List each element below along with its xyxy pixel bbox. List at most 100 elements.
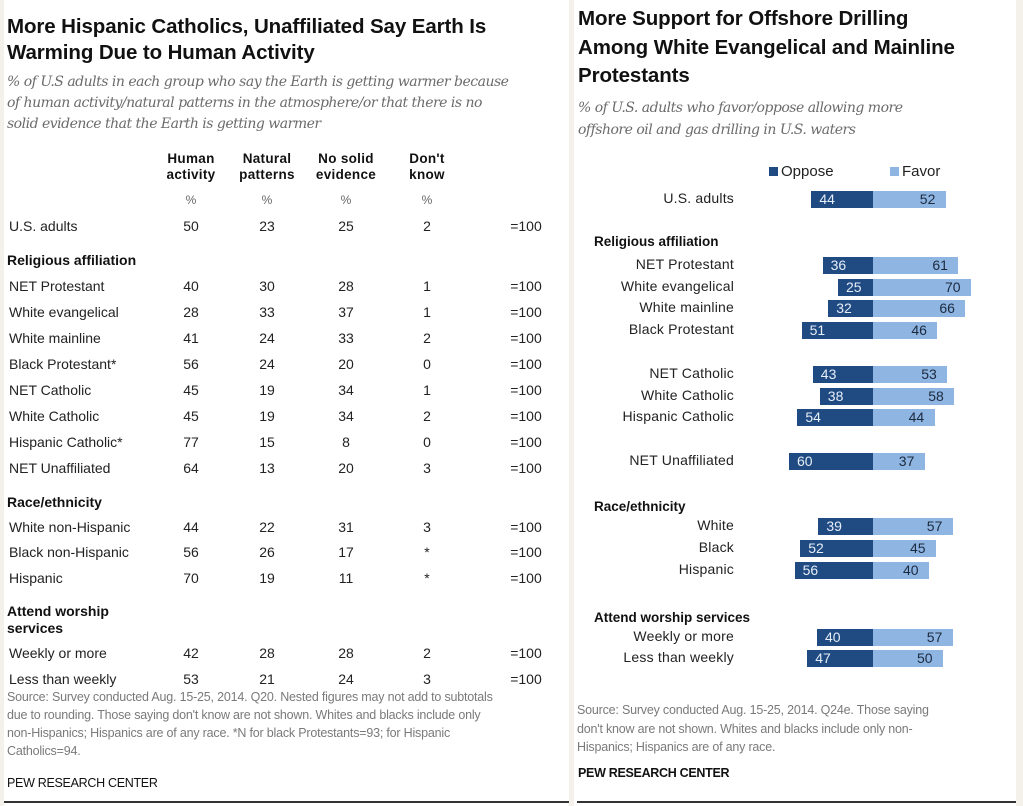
cell-value: 28 <box>338 645 354 661</box>
value-label-favor: 70 <box>945 279 961 295</box>
value-label-oppose: 40 <box>825 629 841 645</box>
right-title: More Support for Offshore Drilling Among… <box>578 5 955 91</box>
cell-value: 34 <box>338 408 354 424</box>
bar-label: Black <box>698 539 734 555</box>
cell-value: 21 <box>259 671 275 687</box>
cell-value: 40 <box>183 278 199 294</box>
cell-value: 3 <box>423 671 431 687</box>
column-header-line: activity <box>166 167 216 182</box>
row-label: Black non-Hispanic <box>9 544 129 560</box>
note-line: non-Hispanics; Hispanics are of any race… <box>7 726 450 740</box>
column-header-line: No solid <box>318 151 374 166</box>
unit-label: % <box>185 193 197 207</box>
cell-value: 1 <box>423 382 431 398</box>
bar-oppose <box>789 453 873 470</box>
bar-oppose <box>838 279 873 296</box>
bar-oppose <box>828 300 873 317</box>
cell-value: 8 <box>342 434 350 450</box>
bar-label: White evangelical <box>620 278 734 294</box>
left-subtitle: % of U.S adults in each group who say th… <box>7 72 509 135</box>
cell-value: 30 <box>259 278 275 294</box>
value-label-favor: 53 <box>921 366 937 382</box>
left-brand: PEW RESEARCH CENTER <box>7 776 158 790</box>
bar-oppose <box>794 562 873 579</box>
bar-label: Weekly or more <box>633 628 734 644</box>
row-label: NET Catholic <box>9 382 92 398</box>
cell-value: 24 <box>259 356 275 372</box>
bar-label: NET Protestant <box>635 256 734 272</box>
bar-favor <box>873 409 935 426</box>
bar-oppose <box>807 650 873 667</box>
column-header-line: Human <box>167 151 215 166</box>
note-line: don't know are not shown. Whites and bla… <box>577 721 913 736</box>
value-label-oppose: 47 <box>815 650 831 666</box>
column-header-line: evidence <box>315 167 377 182</box>
row-label: NET Unaffiliated <box>9 460 111 476</box>
value-label-oppose: 56 <box>802 562 819 578</box>
cell-value: 77 <box>183 434 199 450</box>
row-label: White Catholic <box>9 408 100 424</box>
row-label: Less than weekly <box>9 671 117 687</box>
row-total: =100 <box>510 356 542 372</box>
cell-value: 24 <box>259 330 275 346</box>
row-total: =100 <box>510 519 542 535</box>
row-label: Hispanic Catholic* <box>9 434 123 450</box>
bar-oppose <box>801 322 873 339</box>
right-title-line: More Support for Offshore Drilling <box>578 7 909 30</box>
right-bottom-rule <box>577 801 1016 803</box>
note-line: Catholics=94. <box>7 744 81 758</box>
bar-label: NET Catholic <box>649 365 734 381</box>
value-label-oppose: 54 <box>805 409 821 425</box>
right-subtitle-line: offshore oil and gas drilling in U.S. wa… <box>578 122 856 138</box>
value-label-oppose: 38 <box>827 388 844 404</box>
right-subtitle: % of U.S. adults who favor/oppose allowi… <box>578 97 903 141</box>
section-header: Race/ethnicity <box>594 499 686 514</box>
left-title: More Hispanic Catholics, Unaffiliated Sa… <box>7 14 486 66</box>
bar-label: U.S. adults <box>663 190 734 206</box>
note-line: Source: Survey conducted Aug. 15-25, 201… <box>7 690 493 704</box>
value-label-oppose: 32 <box>836 300 852 316</box>
column-header-line: know <box>409 167 445 182</box>
cell-value: 22 <box>259 519 275 535</box>
left-subtitle-line: % of U.S adults in each group who say th… <box>7 74 509 90</box>
bar-favor <box>873 322 938 339</box>
row-label: U.S. adults <box>9 218 78 234</box>
column-header: No solid evidence <box>301 151 391 183</box>
bar-label: White mainline <box>639 299 734 315</box>
cell-value: 2 <box>423 408 431 424</box>
value-label-favor: 46 <box>911 322 927 338</box>
cell-value: 1 <box>423 304 431 320</box>
value-label-favor: 66 <box>939 300 955 316</box>
right-figure-panel: More Support for Offshore Drilling Among… <box>574 0 1016 806</box>
legend-label-favor: Favor <box>902 163 941 180</box>
cell-value: 37 <box>338 304 354 320</box>
row-total: =100 <box>510 408 542 424</box>
row-total: =100 <box>510 434 542 450</box>
legend-swatch-oppose <box>769 167 778 176</box>
bar-favor <box>873 388 955 405</box>
row-label: White mainline <box>9 330 101 346</box>
bar-oppose <box>812 366 873 383</box>
bar-label: Hispanic Catholic <box>622 408 734 424</box>
cell-value: 2 <box>423 330 431 346</box>
row-label: Hispanic <box>9 570 63 586</box>
column-header: Human activity <box>146 151 236 183</box>
cell-value: 28 <box>338 278 354 294</box>
column-header: Natural patterns <box>222 151 312 183</box>
value-label-favor: 57 <box>926 629 943 645</box>
row-total: =100 <box>510 544 542 560</box>
left-subtitle-line: of human activity/natural patterns in th… <box>7 95 482 111</box>
unit-label: % <box>421 193 433 207</box>
value-label-favor: 45 <box>910 540 926 556</box>
cell-value: 50 <box>183 218 199 234</box>
cell-value: 64 <box>183 460 199 476</box>
bar-oppose <box>797 409 873 426</box>
cell-value: 13 <box>259 460 275 476</box>
row-label: NET Protestant <box>9 278 105 294</box>
bar-oppose <box>817 629 873 646</box>
right-subtitle-line: % of U.S. adults who favor/oppose allowi… <box>578 100 903 116</box>
left-title-line: More Hispanic Catholics, Unaffiliated Sa… <box>7 15 487 38</box>
bar-oppose <box>822 257 873 274</box>
cell-value: 56 <box>183 356 199 372</box>
column-header-line: patterns <box>239 167 295 182</box>
